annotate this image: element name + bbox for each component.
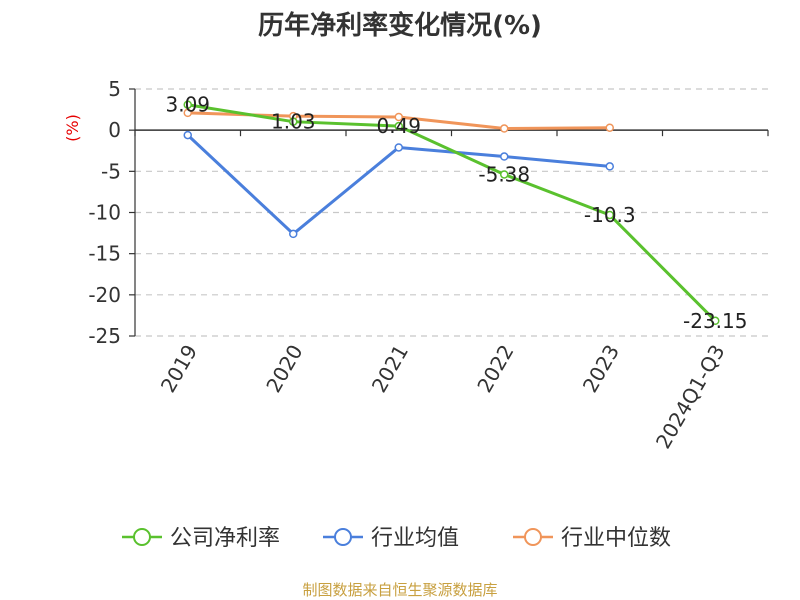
- chart-title: 历年净利率变化情况(%): [258, 10, 542, 41]
- y-tick-label: -10: [88, 201, 121, 225]
- data-label: 0.49: [376, 114, 421, 138]
- legend-item[interactable]: 行业均值: [323, 526, 459, 551]
- data-point[interactable]: [605, 162, 614, 171]
- legend-marker-icon: [524, 528, 542, 546]
- legend[interactable]: 公司净利率 行业均值 行业中位数: [122, 526, 671, 551]
- data-point[interactable]: [605, 123, 614, 132]
- grid-lines: [135, 88, 768, 337]
- data-point[interactable]: [394, 143, 403, 152]
- legend-item[interactable]: 行业中位数: [513, 526, 671, 551]
- y-tick-label: -25: [88, 324, 121, 348]
- data-point[interactable]: [289, 117, 298, 126]
- data-point[interactable]: [183, 100, 192, 109]
- series-line: [187, 103, 717, 322]
- data-label: -23.15: [683, 309, 747, 333]
- data-point[interactable]: [500, 152, 509, 161]
- data-point[interactable]: [605, 210, 614, 220]
- series-lines: [183, 100, 720, 326]
- data-point[interactable]: [711, 316, 720, 326]
- data-point[interactable]: [500, 124, 509, 133]
- y-tick-label: -20: [88, 283, 121, 307]
- data-point[interactable]: [183, 130, 192, 140]
- data-label: -10.3: [584, 203, 636, 227]
- x-tick-label: 2021: [367, 341, 413, 397]
- data-label: 1.03: [271, 110, 316, 134]
- x-tick-label: 2024Q1-Q3: [651, 341, 730, 453]
- x-tick-label: 2023: [578, 341, 624, 397]
- x-tick-label: 2019: [156, 341, 202, 397]
- legend-label: 行业均值: [371, 526, 459, 551]
- x-tick-label: 2020: [261, 341, 307, 397]
- data-point[interactable]: [500, 170, 509, 179]
- data-point[interactable]: [394, 121, 403, 131]
- data-point[interactable]: [289, 229, 298, 239]
- y-tick-label: 0: [108, 118, 121, 142]
- y-tick-label: 5: [108, 77, 121, 101]
- legend-item[interactable]: 公司净利率: [122, 526, 280, 551]
- legend-marker-icon: [133, 528, 151, 546]
- y-axis-label: (%): [63, 114, 82, 142]
- legend-marker-icon: [334, 528, 352, 546]
- data-point[interactable]: [394, 112, 403, 122]
- data-label: -5.38: [478, 162, 530, 186]
- data-point[interactable]: [183, 108, 192, 118]
- legend-label: 公司净利率: [170, 526, 280, 551]
- y-tick-label: -15: [88, 242, 121, 266]
- legend-label: 行业中位数: [561, 526, 671, 551]
- data-label: 3.09: [165, 93, 210, 117]
- source-note: 制图数据来自恒生聚源数据库: [302, 581, 497, 599]
- x-tick-label: 2022: [472, 341, 518, 397]
- data-labels: 3.09 1.03 0.49 -5.38 -10.3 -23.15: [165, 93, 747, 333]
- y-tick-label: -5: [101, 159, 121, 183]
